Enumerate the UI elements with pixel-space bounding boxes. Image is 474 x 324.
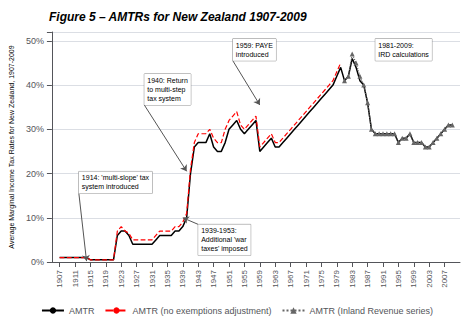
svg-text:system introduced: system introduced: [82, 183, 139, 191]
svg-text:1947: 1947: [209, 269, 218, 287]
svg-text:1963: 1963: [271, 269, 280, 287]
svg-text:1955: 1955: [240, 269, 249, 287]
svg-text:1951: 1951: [225, 269, 234, 287]
svg-text:50%: 50%: [26, 36, 44, 46]
svg-text:1979: 1979: [332, 269, 341, 287]
svg-text:1999: 1999: [409, 269, 418, 287]
svg-text:2003: 2003: [425, 269, 434, 287]
svg-text:30%: 30%: [26, 124, 44, 134]
svg-text:1995: 1995: [394, 269, 403, 287]
svg-text:1939: 1939: [178, 269, 187, 287]
svg-text:1911: 1911: [71, 269, 80, 287]
svg-text:introduced: introduced: [236, 51, 269, 58]
svg-text:0%: 0%: [31, 257, 44, 267]
svg-text:taxes' imposed: taxes' imposed: [201, 245, 248, 253]
svg-text:1959: PAYE: 1959: PAYE: [236, 42, 273, 49]
svg-text:Average Marginal Income Tax Ra: Average Marginal Income Tax Rates for Ne…: [8, 45, 16, 248]
svg-text:Additional 'war: Additional 'war: [201, 236, 247, 243]
svg-text:40%: 40%: [26, 80, 44, 90]
svg-text:1983: 1983: [348, 269, 357, 287]
svg-text:1991: 1991: [379, 269, 388, 287]
svg-text:tax system: tax system: [147, 95, 181, 103]
svg-text:1923: 1923: [117, 269, 126, 287]
svg-text:1975: 1975: [317, 269, 326, 287]
svg-text:1967: 1967: [286, 269, 295, 287]
svg-text:2007: 2007: [440, 269, 449, 287]
svg-text:1914: 'multi-slope' tax: 1914: 'multi-slope' tax: [82, 174, 150, 182]
svg-text:AMTR: AMTR: [69, 306, 95, 316]
svg-text:1915: 1915: [86, 269, 95, 287]
svg-text:1927: 1927: [132, 269, 141, 287]
svg-text:1939-1953:: 1939-1953:: [201, 227, 236, 234]
svg-text:AMTR (no exemptions adjustment: AMTR (no exemptions adjustment): [132, 306, 271, 316]
svg-text:1959: 1959: [255, 269, 264, 287]
svg-text:20%: 20%: [26, 169, 44, 179]
svg-text:1987: 1987: [363, 269, 372, 287]
svg-text:IRD calculations: IRD calculations: [378, 51, 429, 58]
svg-text:10%: 10%: [26, 213, 44, 223]
svg-text:1931: 1931: [148, 269, 157, 287]
svg-text:1907: 1907: [55, 269, 64, 287]
svg-text:1919: 1919: [101, 269, 110, 287]
svg-text:1943: 1943: [194, 269, 203, 287]
svg-text:to multi-step: to multi-step: [147, 86, 185, 94]
svg-text:Figure 5 – AMTRs for New Zeala: Figure 5 – AMTRs for New Zealand 1907-20…: [49, 10, 307, 24]
svg-text:1935: 1935: [163, 269, 172, 287]
svg-text:1940: Return: 1940: Return: [147, 77, 188, 84]
svg-text:1981-2009:: 1981-2009:: [378, 42, 413, 49]
svg-text:AMTR (Inland Revenue series): AMTR (Inland Revenue series): [310, 306, 434, 316]
svg-text:1971: 1971: [302, 269, 311, 287]
